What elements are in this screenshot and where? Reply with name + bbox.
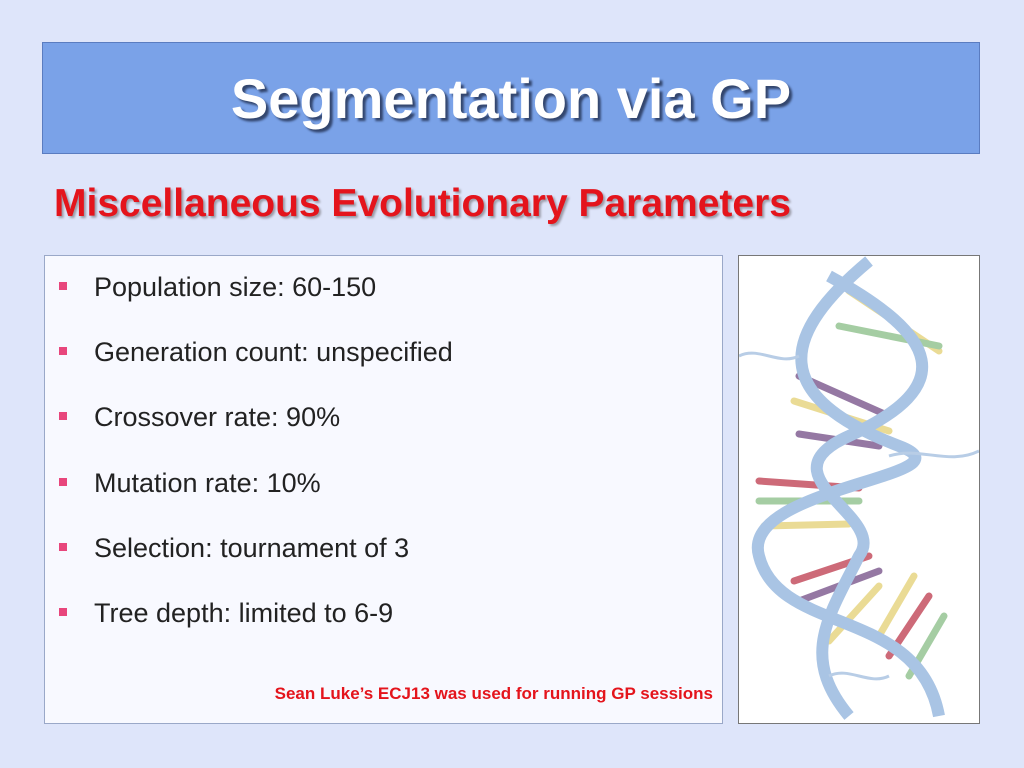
title-box: Segmentation via GP (42, 42, 980, 154)
dna-image (738, 255, 980, 724)
bullet: Population size: 60-150 (45, 268, 453, 333)
dna-illustration (738, 256, 980, 720)
bullet: Generation count: unspecified (45, 333, 453, 398)
title: Segmentation via GP (230, 66, 792, 130)
bullet: Mutation rate: 10% (45, 464, 453, 529)
subtitle: Miscellaneous Evolutionary Parameters (54, 182, 791, 225)
content-box: Population size: 60-150 Generation count:… (44, 255, 723, 724)
footnote: Sean Luke’s ECJ13 was used for running G… (274, 684, 713, 703)
bullet: Selection: tournament of 3 (45, 529, 453, 594)
bullet: Tree depth: limited to 6-9 (45, 594, 453, 659)
bullet: Crossover rate: 90% (45, 398, 453, 463)
bullet-list: Population size: 60-150 Generation count:… (45, 268, 453, 659)
